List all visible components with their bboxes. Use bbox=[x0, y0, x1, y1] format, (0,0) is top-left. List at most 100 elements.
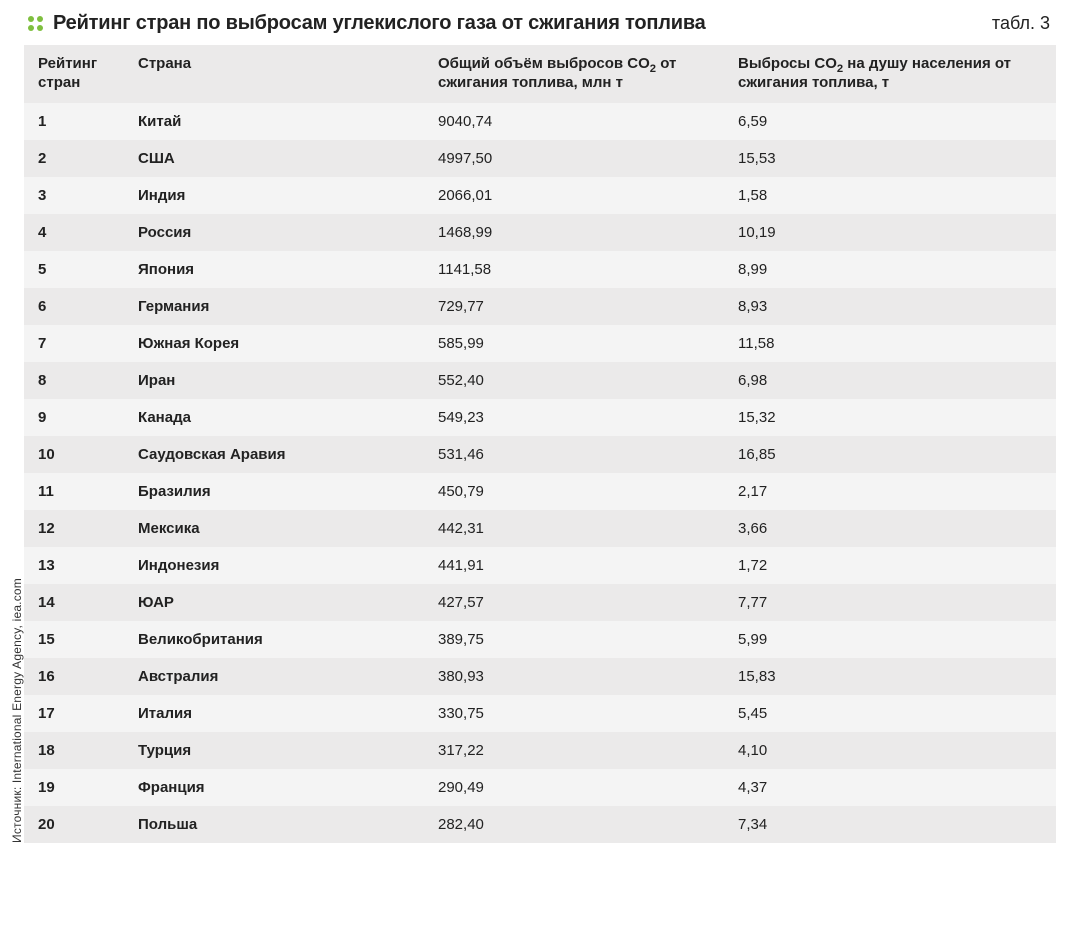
table-number: табл. 3 bbox=[992, 13, 1050, 34]
table-row: 19Франция290,494,37 bbox=[24, 769, 1056, 806]
cell-total: 552,40 bbox=[424, 362, 724, 399]
cell-rank: 19 bbox=[24, 769, 124, 806]
cell-rank: 9 bbox=[24, 399, 124, 436]
cell-rank: 18 bbox=[24, 732, 124, 769]
cell-total: 450,79 bbox=[424, 473, 724, 510]
cell-percap: 7,34 bbox=[724, 806, 1056, 843]
table-row: 4Россия1468,9910,19 bbox=[24, 214, 1056, 251]
table-row: 12Мексика442,313,66 bbox=[24, 510, 1056, 547]
cell-rank: 15 bbox=[24, 621, 124, 658]
cell-rank: 8 bbox=[24, 362, 124, 399]
table-row: 10Саудовская Аравия531,4616,85 bbox=[24, 436, 1056, 473]
cell-country: Франция bbox=[124, 769, 424, 806]
table-row: 18Турция317,224,10 bbox=[24, 732, 1056, 769]
cell-percap: 11,58 bbox=[724, 325, 1056, 362]
cell-country: Индонезия bbox=[124, 547, 424, 584]
cell-total: 9040,74 bbox=[424, 103, 724, 140]
cell-rank: 16 bbox=[24, 658, 124, 695]
cell-total: 380,93 bbox=[424, 658, 724, 695]
cell-country: Канада bbox=[124, 399, 424, 436]
table-row: 14ЮАР427,577,77 bbox=[24, 584, 1056, 621]
cell-total: 729,77 bbox=[424, 288, 724, 325]
cell-percap: 8,93 bbox=[724, 288, 1056, 325]
data-table: Рейтинг стран Страна Общий объём выбросо… bbox=[24, 45, 1056, 843]
cell-percap: 4,37 bbox=[724, 769, 1056, 806]
col-header-percap: Выбросы CO2 на душу населения от сжигани… bbox=[724, 45, 1056, 103]
table-row: 16Австралия380,9315,83 bbox=[24, 658, 1056, 695]
cell-percap: 15,83 bbox=[724, 658, 1056, 695]
table-row: 9Канада549,2315,32 bbox=[24, 399, 1056, 436]
table-row: 5Япония1141,588,99 bbox=[24, 251, 1056, 288]
cell-country: Великобритания bbox=[124, 621, 424, 658]
cell-rank: 3 bbox=[24, 177, 124, 214]
cell-percap: 5,45 bbox=[724, 695, 1056, 732]
cell-rank: 7 bbox=[24, 325, 124, 362]
cell-percap: 6,98 bbox=[724, 362, 1056, 399]
cell-country: Бразилия bbox=[124, 473, 424, 510]
cell-country: Китай bbox=[124, 103, 424, 140]
cell-country: Германия bbox=[124, 288, 424, 325]
cell-percap: 15,53 bbox=[724, 140, 1056, 177]
cell-percap: 1,72 bbox=[724, 547, 1056, 584]
cell-country: Турция bbox=[124, 732, 424, 769]
cell-total: 427,57 bbox=[424, 584, 724, 621]
cell-percap: 2,17 bbox=[724, 473, 1056, 510]
cell-rank: 5 bbox=[24, 251, 124, 288]
cell-total: 389,75 bbox=[424, 621, 724, 658]
cell-percap: 8,99 bbox=[724, 251, 1056, 288]
cell-rank: 17 bbox=[24, 695, 124, 732]
cell-total: 330,75 bbox=[424, 695, 724, 732]
cell-country: Индия bbox=[124, 177, 424, 214]
cell-country: Мексика bbox=[124, 510, 424, 547]
cell-country: Польша bbox=[124, 806, 424, 843]
cell-total: 1468,99 bbox=[424, 214, 724, 251]
cell-rank: 6 bbox=[24, 288, 124, 325]
cell-country: Япония bbox=[124, 251, 424, 288]
cell-percap: 1,58 bbox=[724, 177, 1056, 214]
source-label: Источник: International Energy Agency, i… bbox=[4, 572, 24, 843]
cell-rank: 13 bbox=[24, 547, 124, 584]
cell-total: 1141,58 bbox=[424, 251, 724, 288]
cell-total: 2066,01 bbox=[424, 177, 724, 214]
cell-total: 317,22 bbox=[424, 732, 724, 769]
table-row: 17Италия330,755,45 bbox=[24, 695, 1056, 732]
cell-percap: 3,66 bbox=[724, 510, 1056, 547]
cell-rank: 2 bbox=[24, 140, 124, 177]
table-row: 15Великобритания389,755,99 bbox=[24, 621, 1056, 658]
cell-rank: 1 bbox=[24, 103, 124, 140]
cell-total: 585,99 bbox=[424, 325, 724, 362]
cell-total: 441,91 bbox=[424, 547, 724, 584]
table-header-row: Рейтинг стран Страна Общий объём выбросо… bbox=[24, 45, 1056, 103]
cell-rank: 10 bbox=[24, 436, 124, 473]
col-header-total: Общий объём выбросов CO2 от сжигания топ… bbox=[424, 45, 724, 103]
cell-country: ЮАР bbox=[124, 584, 424, 621]
cell-country: Саудовская Аравия bbox=[124, 436, 424, 473]
cell-rank: 14 bbox=[24, 584, 124, 621]
table-row: 2США4997,5015,53 bbox=[24, 140, 1056, 177]
table-row: 20Польша282,407,34 bbox=[24, 806, 1056, 843]
cell-rank: 11 bbox=[24, 473, 124, 510]
table-row: 13Индонезия441,911,72 bbox=[24, 547, 1056, 584]
table-row: 6Германия729,778,93 bbox=[24, 288, 1056, 325]
cell-country: Южная Корея bbox=[124, 325, 424, 362]
table-title: Рейтинг стран по выбросам углекислого га… bbox=[53, 12, 706, 35]
cell-total: 549,23 bbox=[424, 399, 724, 436]
cell-total: 442,31 bbox=[424, 510, 724, 547]
cell-percap: 16,85 bbox=[724, 436, 1056, 473]
cell-percap: 10,19 bbox=[724, 214, 1056, 251]
cell-country: Австралия bbox=[124, 658, 424, 695]
cell-percap: 7,77 bbox=[724, 584, 1056, 621]
table-row: 8Иран552,406,98 bbox=[24, 362, 1056, 399]
cell-total: 290,49 bbox=[424, 769, 724, 806]
cell-total: 531,46 bbox=[424, 436, 724, 473]
col-header-rank: Рейтинг стран bbox=[24, 45, 124, 103]
cell-country: Россия bbox=[124, 214, 424, 251]
cell-percap: 5,99 bbox=[724, 621, 1056, 658]
cell-rank: 12 bbox=[24, 510, 124, 547]
cell-rank: 4 bbox=[24, 214, 124, 251]
table-row: 11Бразилия450,792,17 bbox=[24, 473, 1056, 510]
table-row: 3Индия2066,011,58 bbox=[24, 177, 1056, 214]
table-card: Рейтинг стран по выбросам углекислого га… bbox=[24, 8, 1056, 843]
cell-total: 282,40 bbox=[424, 806, 724, 843]
cell-percap: 4,10 bbox=[724, 732, 1056, 769]
